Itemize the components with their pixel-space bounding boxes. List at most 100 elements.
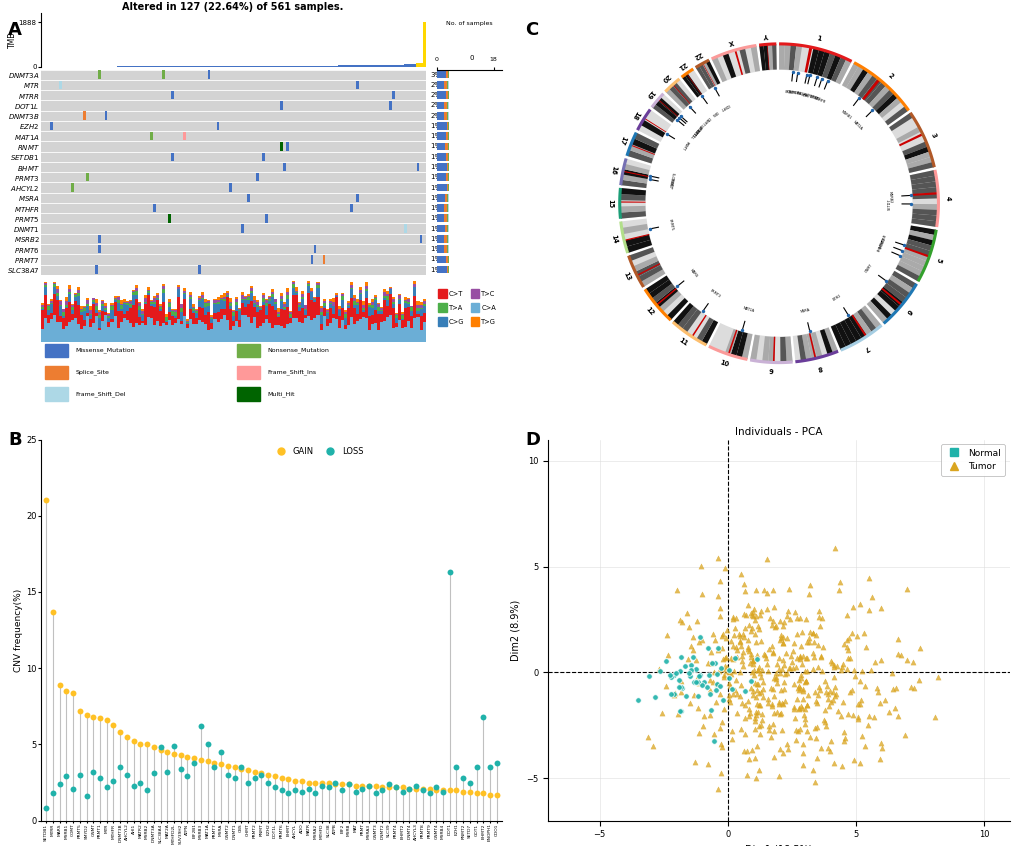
Bar <box>416 316 419 343</box>
Polygon shape <box>889 275 912 294</box>
Bar <box>343 329 346 343</box>
Bar <box>280 294 283 295</box>
Bar <box>219 300 222 309</box>
Bar <box>422 305 425 306</box>
Text: D: D <box>525 431 540 449</box>
Bar <box>107 321 110 327</box>
Bar <box>87 313 90 316</box>
Bar <box>277 317 280 325</box>
Bar <box>371 302 374 305</box>
Bar <box>371 316 374 324</box>
Bar <box>156 293 159 294</box>
Bar <box>353 301 356 305</box>
Tumor <box>859 717 875 731</box>
Tumor <box>764 646 781 660</box>
Tumor <box>771 667 788 680</box>
Bar <box>222 293 225 297</box>
Bar <box>219 319 222 343</box>
Tumor <box>786 605 802 618</box>
Tumor <box>740 642 756 656</box>
Bar <box>413 284 416 287</box>
Polygon shape <box>666 298 688 320</box>
Bar <box>346 325 350 343</box>
Bar <box>138 325 141 343</box>
Bar <box>244 300 247 307</box>
Text: 1%: 1% <box>430 154 441 160</box>
Bar <box>446 102 448 109</box>
Bar <box>365 282 368 286</box>
Bar <box>198 296 201 298</box>
Polygon shape <box>629 247 654 261</box>
Tumor <box>825 689 842 703</box>
Bar <box>422 313 425 322</box>
Tumor <box>883 682 900 695</box>
Bar <box>256 307 259 312</box>
Normal <box>687 675 703 689</box>
Point <box>694 304 710 317</box>
Polygon shape <box>638 265 662 282</box>
Bar <box>210 318 213 319</box>
Polygon shape <box>749 334 792 363</box>
Bar <box>177 297 180 319</box>
Bar <box>301 291 304 294</box>
Bar <box>383 298 386 300</box>
Point <box>58 770 74 783</box>
Bar <box>125 305 128 310</box>
Bar <box>122 318 125 343</box>
Tumor <box>776 646 793 660</box>
Tumor <box>776 667 793 681</box>
Tumor <box>774 619 791 633</box>
Polygon shape <box>629 144 654 158</box>
Tumor <box>735 660 751 673</box>
Point <box>902 189 918 202</box>
Text: C>A: C>A <box>481 305 495 310</box>
Normal <box>672 705 688 718</box>
Bar <box>350 283 353 285</box>
Polygon shape <box>882 283 906 303</box>
Bar <box>289 314 292 317</box>
Tumor <box>812 650 828 663</box>
Bar <box>397 320 400 343</box>
Bar <box>150 132 153 140</box>
Bar <box>419 63 422 67</box>
Tumor <box>722 634 739 648</box>
Bar <box>389 294 392 316</box>
Tumor <box>717 631 734 645</box>
Bar <box>90 315 92 319</box>
Bar <box>237 320 240 327</box>
Bar <box>168 306 171 312</box>
Normal <box>673 651 689 664</box>
Bar <box>331 65 334 67</box>
Bar <box>250 293 253 300</box>
Bar <box>397 294 400 295</box>
Bar <box>92 298 95 300</box>
Bar <box>195 318 198 324</box>
Bar <box>259 307 262 308</box>
Tumor <box>810 684 826 697</box>
Bar <box>237 327 240 343</box>
Polygon shape <box>912 204 937 210</box>
Bar <box>356 80 359 89</box>
Bar <box>128 323 131 343</box>
Tumor <box>863 591 879 604</box>
Polygon shape <box>888 113 933 173</box>
Bar <box>325 319 328 326</box>
Bar <box>392 302 395 304</box>
Bar <box>247 299 250 304</box>
Bar <box>213 303 216 305</box>
Bar <box>147 294 150 317</box>
Bar <box>104 303 107 306</box>
Polygon shape <box>911 181 936 190</box>
Tumor <box>682 697 698 711</box>
Bar <box>71 184 74 192</box>
Normal <box>691 630 707 644</box>
Tumor <box>731 634 747 648</box>
Tumor <box>715 668 732 682</box>
Bar <box>407 64 410 67</box>
Bar <box>228 330 231 343</box>
Tumor <box>744 654 760 667</box>
Point <box>78 789 95 803</box>
Bar <box>90 306 92 310</box>
Polygon shape <box>835 322 851 348</box>
Polygon shape <box>901 252 926 266</box>
